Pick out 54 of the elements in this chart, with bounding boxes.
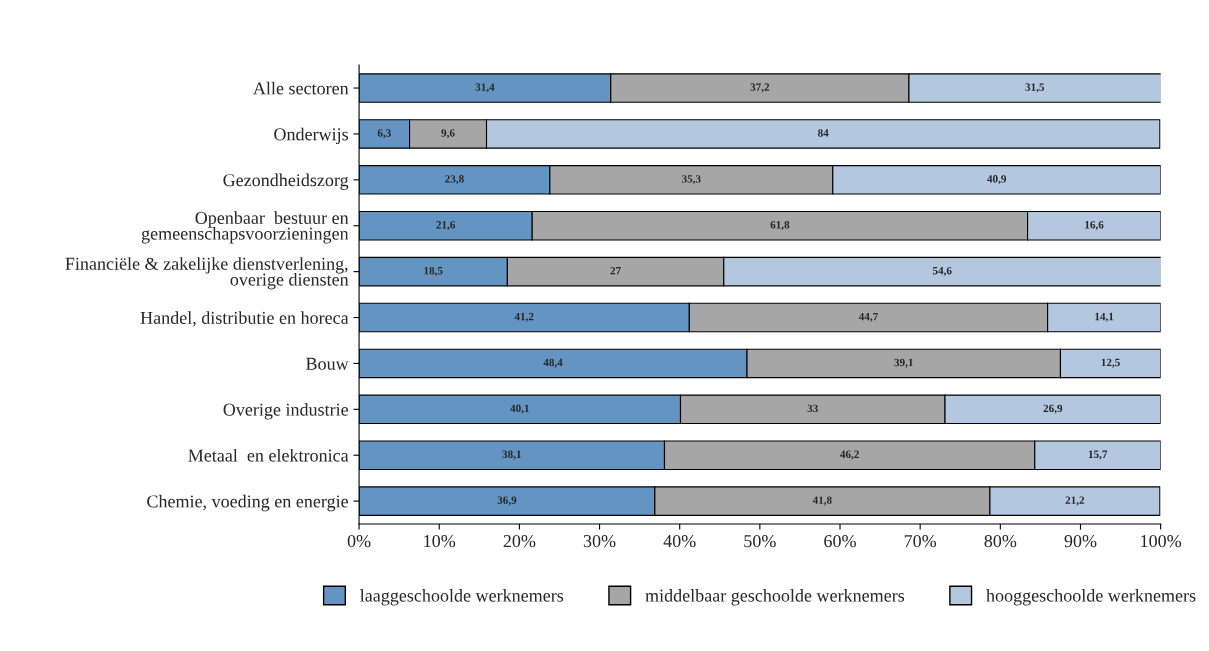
data-label: 46,2: [840, 450, 859, 460]
x-tick-label: 90%: [1064, 534, 1097, 548]
data-label: 31,4: [475, 83, 495, 93]
x-tick-label: 60%: [824, 534, 856, 548]
y-tick-label: Chemie, voeding en energie: [147, 494, 349, 512]
data-label: 41,8: [812, 496, 832, 506]
data-label: 39,1: [894, 358, 913, 368]
y-tick-label: Metaal en elektronica: [188, 448, 349, 462]
data-label: 44,7: [858, 312, 878, 322]
data-label: 18,5: [424, 266, 443, 277]
data-label: 21,2: [1065, 496, 1085, 506]
data-label: 31,5: [1025, 83, 1045, 93]
data-label: 9,6: [441, 129, 455, 139]
y-tick-label: Bouw: [306, 357, 349, 370]
data-label: 6,3: [377, 129, 391, 139]
x-tick-label: 10%: [424, 534, 456, 548]
y-tick-label: Alle sectoren: [253, 81, 349, 95]
legend-label: hooggeschoolde werknemers: [986, 589, 1196, 606]
x-tick-label: 40%: [663, 534, 696, 548]
data-label: 84: [817, 129, 829, 137]
legend-label: middelbaar geschoolde werknemers: [645, 589, 905, 606]
data-label: 23,8: [445, 175, 464, 185]
data-label: 41,2: [514, 312, 534, 322]
x-tick-label: 100%: [1141, 534, 1182, 548]
x-tick-label: 70%: [904, 534, 937, 548]
x-tick-label: 30%: [583, 534, 616, 548]
y-tick-label: Handel, distributie en horeca: [140, 311, 349, 327]
data-label: 35,3: [682, 175, 701, 185]
y-tick-label: Openbaar bestuur en gemeenschapsvoorzieningen: [141, 211, 349, 244]
data-label: 40,1: [510, 404, 529, 414]
x-tick-label: 20%: [503, 534, 536, 548]
data-label: 15,7: [1088, 450, 1108, 460]
data-label: 37,2: [750, 83, 770, 93]
x-tick-label: 50%: [744, 534, 776, 548]
data-label: 26,9: [1043, 404, 1063, 414]
data-label: 38,1: [502, 450, 521, 460]
y-tick-label: Gezondheidszorg: [223, 173, 349, 190]
x-tick-label: 80%: [984, 534, 1017, 548]
legend-label: laaggeschoolde werknemers: [360, 589, 564, 606]
data-label: 54,6: [932, 266, 952, 277]
y-tick-label: Onderwijs: [274, 127, 348, 145]
data-label: 48,4: [543, 358, 563, 368]
data-label: 27: [610, 266, 621, 275]
data-label: 33: [807, 404, 818, 413]
data-label: 61,8: [770, 221, 790, 231]
data-label: 16,6: [1085, 221, 1104, 231]
y-tick-label: Overige industrie: [223, 403, 349, 420]
data-label: 14,1: [1095, 312, 1114, 322]
data-label: 12,5: [1101, 358, 1120, 368]
x-tick-label: 0%: [347, 534, 371, 548]
y-tick-label: Financiële & zakelijke dienstverlening, overige diensten: [65, 257, 349, 290]
data-label: 40,9: [987, 175, 1007, 185]
data-label: 36,9: [497, 496, 517, 506]
data-label: 21,6: [436, 221, 456, 231]
